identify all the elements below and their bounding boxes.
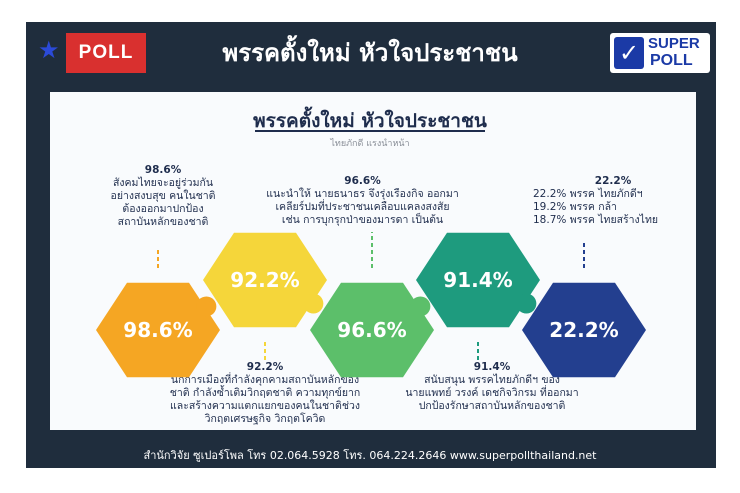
hexagon-2	[203, 232, 327, 328]
puzzle-knob	[410, 296, 431, 317]
annotation-5-pct: 22.2%	[594, 175, 632, 187]
footer-contact: สำนักวิจัย ซูเปอร์โพล โทร 02.064.5928 โท…	[143, 449, 597, 462]
title-underline	[255, 130, 485, 132]
hexagon-value-label: 92.2%	[230, 268, 299, 292]
annotation-3: 96.6% แนะนำให้ นายธนาธร จึงรุ่งเรืองกิจ …	[250, 175, 475, 227]
annotation-1-line: ต้องออกมาปกป้อง	[122, 203, 204, 215]
hexagon-3	[310, 282, 434, 378]
annotation-1: 98.6% สังคมไทยจะอยู่ร่วมกัน อย่างสงบสุข …	[88, 164, 238, 229]
annotation-2-line: นักการเมืองที่กำลังคุกคามสถาบันหลักของ	[170, 374, 360, 386]
hexagon-5	[522, 282, 646, 378]
chart-subtitle: ไทยภักดี แรงนำหน้า	[330, 139, 410, 149]
puzzle-knob	[516, 293, 537, 314]
puzzle-knob	[196, 296, 217, 317]
annotation-1-line: สถาบันหลักของชาติ	[117, 216, 209, 228]
annotation-4-pct: 91.4%	[473, 361, 511, 373]
chart-title: พรรคตั้งใหม่ หัวใจประชาชน	[253, 110, 487, 132]
hexagon-value-label: 96.6%	[337, 318, 406, 342]
annotation-4-line: ปกป้องรักษาสถาบันหลักของชาติ	[418, 400, 566, 412]
annotation-1-line: อย่างสงบสุข คนในชาติ	[110, 190, 216, 202]
annotation-5-line: 18.7% พรรค ไทยสร้างไทย	[533, 214, 659, 226]
star-icon: ★	[38, 36, 60, 64]
annotation-2-line: และสร้างความแตกแยกของคนในชาติช่วง	[170, 400, 360, 412]
hexagon-4	[416, 232, 540, 328]
annotation-5-line: 22.2% พรรค ไทยภักดีฯ	[533, 188, 643, 200]
annotation-4: 91.4% สนับสนุน พรรคไทยภักดีฯ ของ นายแพทย…	[392, 361, 592, 413]
annotation-4-line: นายแพทย์ วรงค์ เดชกิจวิกรม ที่ออกมา	[405, 387, 579, 399]
annotation-2: 92.2% นักการเมืองที่กำลังคุกคามสถาบันหลั…	[165, 361, 365, 426]
hexagon-value-label: 91.4%	[443, 268, 512, 292]
puzzle-knob	[303, 293, 324, 314]
logo-text-super: SUPER	[648, 35, 700, 52]
annotation-3-line: เช่น การบุกรุกป่าของมารดา เป็นต้น	[281, 214, 444, 226]
annotation-5-line: 19.2% พรรค กล้า	[533, 201, 617, 213]
logo-text-poll: POLL	[650, 52, 693, 69]
hexagon-value-label: 98.6%	[123, 318, 192, 342]
annotation-1-line: สังคมไทยจะอยู่ร่วมกัน	[112, 177, 214, 189]
annotation-3-line: เคลียร์ปมที่ประชาชนเคลือบแคลงสงสัย	[275, 201, 450, 213]
annotation-4-line: สนับสนุน พรรคไทยภักดีฯ ของ	[424, 374, 560, 386]
annotation-2-line: วิกฤตเศรษฐกิจ วิกฤตโควิด	[204, 413, 326, 425]
annotation-3-pct: 96.6%	[344, 175, 381, 187]
checkmark-icon: ✓	[614, 37, 644, 69]
annotation-2-pct: 92.2%	[246, 361, 284, 373]
hexagon-value-label: 22.2%	[549, 318, 618, 342]
super-poll-logo: ✓ SUPER POLL	[610, 33, 710, 73]
hexagon-1	[96, 282, 220, 378]
annotation-3-line: แนะนำให้ นายธนาธร จึงรุ่งเรืองกิจ ออกมา	[266, 188, 459, 200]
header-title: พรรคตั้งใหม่ หัวใจประชาชน	[222, 39, 518, 67]
annotation-2-line: ชาติ กำลังซ้ำเติมวิกฤตชาติ ความทุกข์ยาก	[169, 387, 361, 399]
annotation-5: 22.2% 22.2% พรรค ไทยภักดีฯ 19.2% พรรค กล…	[533, 175, 693, 227]
annotation-1-pct: 98.6%	[144, 164, 182, 176]
poll-badge: POLL	[66, 33, 146, 73]
